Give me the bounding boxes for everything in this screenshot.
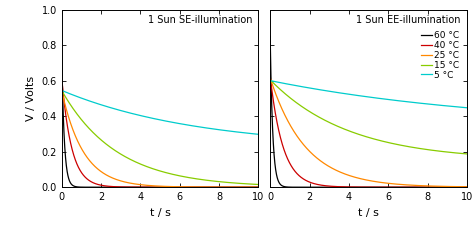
60 °C	[460, 186, 466, 189]
60 °C	[439, 186, 445, 189]
15 °C	[460, 152, 466, 155]
Line: 15 °C: 15 °C	[270, 80, 467, 154]
5 °C	[290, 84, 295, 86]
15 °C	[464, 152, 470, 155]
5 °C	[464, 106, 470, 109]
60 °C	[301, 186, 307, 189]
60 °C	[343, 186, 348, 189]
60 °C	[351, 186, 357, 189]
Legend: 60 °C, 40 °C, 25 °C, 15 °C, 5 °C: 60 °C, 40 °C, 25 °C, 15 °C, 5 °C	[420, 30, 460, 80]
X-axis label: t / s: t / s	[150, 208, 171, 218]
5 °C	[351, 94, 357, 96]
5 °C	[267, 79, 273, 82]
Line: 40 °C: 40 °C	[270, 76, 467, 187]
40 °C	[464, 186, 470, 189]
40 °C	[290, 167, 295, 169]
25 °C	[301, 144, 307, 147]
25 °C	[343, 173, 348, 176]
15 °C	[439, 150, 445, 153]
Text: 1 Sun SE-illumination: 1 Sun SE-illumination	[148, 15, 253, 25]
40 °C	[343, 186, 348, 188]
Line: 25 °C: 25 °C	[270, 78, 467, 187]
15 °C	[267, 78, 273, 81]
Line: 60 °C: 60 °C	[270, 36, 467, 187]
25 °C	[290, 128, 295, 131]
25 °C	[464, 185, 470, 188]
40 °C	[267, 75, 273, 78]
15 °C	[351, 131, 357, 134]
Y-axis label: V / Volts: V / Volts	[26, 76, 36, 121]
60 °C	[290, 186, 295, 189]
40 °C	[439, 186, 445, 189]
5 °C	[301, 86, 307, 89]
25 °C	[439, 185, 445, 188]
40 °C	[460, 186, 466, 189]
Text: 1 Sun EE-illumination: 1 Sun EE-illumination	[356, 15, 461, 25]
X-axis label: t / s: t / s	[358, 208, 379, 218]
60 °C	[464, 186, 470, 189]
40 °C	[301, 178, 307, 181]
60 °C	[267, 35, 273, 38]
15 °C	[301, 107, 307, 110]
25 °C	[351, 176, 357, 179]
5 °C	[343, 92, 348, 95]
25 °C	[267, 77, 273, 79]
15 °C	[343, 128, 348, 131]
Line: 5 °C: 5 °C	[270, 81, 467, 108]
15 °C	[290, 98, 295, 101]
5 °C	[460, 106, 466, 109]
5 °C	[439, 104, 445, 107]
40 °C	[351, 186, 357, 188]
25 °C	[460, 185, 466, 188]
